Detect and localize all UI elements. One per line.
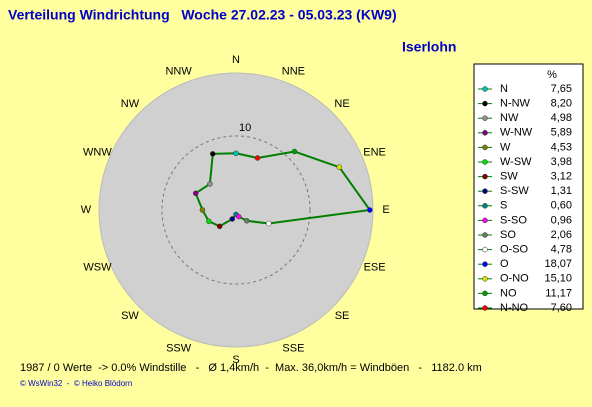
legend-name: O [500, 258, 509, 270]
legend-name: NW [500, 112, 519, 124]
legend-name: SW [500, 171, 518, 183]
legend-name: W [500, 141, 511, 153]
r-tick-label: 10 [239, 122, 251, 134]
legend-name: S-SW [500, 185, 529, 197]
legend-marker [482, 86, 488, 92]
direction-label: ENE [363, 147, 386, 159]
legend-marker [482, 276, 488, 282]
legend-marker [482, 217, 488, 224]
wind-point [291, 148, 298, 155]
legend-marker [482, 305, 488, 311]
legend-marker [482, 115, 488, 121]
legend-marker [482, 144, 488, 151]
legend-marker [482, 203, 488, 209]
legend-value: 7,65 [551, 83, 572, 95]
direction-label: ESE [364, 261, 386, 273]
legend-marker [482, 159, 488, 165]
direction-label: WNW [83, 147, 112, 159]
wind-point [229, 216, 236, 222]
direction-label: NE [334, 98, 349, 110]
direction-label: W [81, 204, 92, 216]
legend-value: 2,06 [551, 229, 572, 241]
credits: © WsWin32 - © Heiko Blödorn [20, 379, 132, 388]
direction-label: NNE [282, 65, 305, 77]
legend-marker [482, 232, 488, 238]
legend-name: N-NW [500, 98, 531, 110]
direction-label: NNW [165, 65, 192, 77]
legend-name: W-SW [500, 156, 532, 168]
wind-point [207, 181, 213, 187]
legend-value: 0,96 [551, 214, 572, 226]
plot-area [98, 72, 374, 348]
direction-label: SSW [166, 342, 192, 354]
wind-point [244, 218, 250, 224]
legend-marker [482, 100, 488, 107]
footer: 1987 / 0 Werte -> 0.0% Windstille - Ø 1,… [20, 362, 482, 374]
legend-marker [482, 130, 488, 136]
legend-value: 4,53 [551, 141, 572, 153]
legend-name: NO [500, 287, 517, 299]
legend-name: S-SO [500, 214, 527, 226]
direction-label: SE [335, 310, 350, 322]
wind-point [235, 213, 242, 220]
direction-label: SSE [282, 342, 304, 354]
legend-marker [482, 188, 488, 194]
wind-point [199, 207, 206, 213]
legend-marker [482, 261, 488, 267]
wind-point [265, 220, 272, 227]
wind-point [216, 223, 223, 230]
legend-value: 11,17 [545, 287, 572, 299]
legend-value: 5,89 [551, 127, 572, 139]
wind-point [192, 190, 199, 197]
location: Iserlohn [402, 39, 456, 55]
wind-point [206, 218, 212, 225]
legend-value: 0,60 [551, 200, 572, 212]
legend-marker [482, 290, 488, 297]
legend-marker [482, 246, 488, 253]
legend-name: O-NO [500, 273, 529, 285]
direction-label: SW [121, 310, 139, 322]
legend-value: 7,60 [551, 302, 572, 314]
direction-label: S [232, 354, 239, 366]
legend-value: 4,98 [551, 112, 572, 124]
legend-name: N-NO [500, 302, 529, 314]
legend-name: S [500, 200, 507, 212]
direction-label: E [382, 204, 389, 216]
wind-point [210, 151, 216, 157]
legend-name: W-NW [500, 127, 533, 139]
wind-point [233, 150, 239, 157]
legend-value: 18,07 [544, 258, 572, 270]
legend-value: 8,20 [551, 98, 572, 110]
legend-header: % [547, 69, 557, 81]
legend-box [473, 63, 584, 310]
direction-label: N [232, 54, 240, 66]
legend-name: SO [500, 229, 516, 241]
wind-point [254, 155, 261, 161]
chart-title: Verteilung Windrichtung Woche 27.02.23 -… [8, 7, 397, 23]
legend-name: O-SO [500, 244, 529, 256]
direction-label: WSW [83, 261, 112, 273]
legend-value: 15,10 [544, 273, 572, 285]
direction-label: NW [121, 98, 140, 110]
wind-point [367, 207, 373, 213]
legend-value: 4,78 [551, 244, 572, 256]
wind-point [336, 164, 343, 170]
legend-name: N [500, 83, 508, 95]
legend-value: 3,12 [551, 171, 572, 183]
legend-value: 3,98 [551, 156, 572, 168]
legend-marker [482, 173, 488, 180]
grid-ring [161, 135, 311, 285]
legend-value: 1,31 [551, 185, 572, 197]
